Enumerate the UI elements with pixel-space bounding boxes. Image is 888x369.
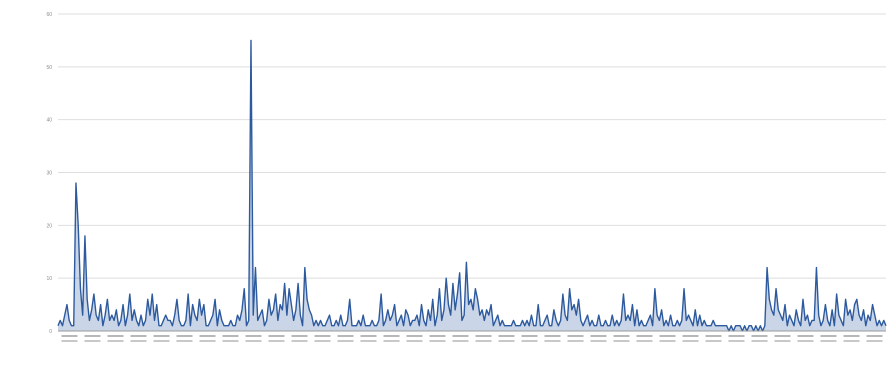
x-tick-mark: [245, 335, 262, 337]
x-tick-mark: [544, 335, 561, 337]
x-tick-mark: [314, 340, 331, 342]
x-tick-mark: [728, 335, 745, 337]
x-tick-mark: [268, 335, 285, 337]
x-tick-mark: [153, 335, 170, 337]
x-tick-mark: [176, 335, 193, 337]
x-tick-mark: [84, 335, 101, 337]
x-tick-mark: [820, 340, 837, 342]
x-tick-mark: [866, 335, 883, 337]
x-tick-mark: [728, 340, 745, 342]
x-tick-mark: [613, 335, 630, 337]
x-tick-layer: [61, 335, 883, 342]
x-tick-mark: [843, 335, 860, 337]
x-tick-mark: [61, 340, 78, 342]
x-tick-mark: [636, 335, 653, 337]
y-tick-label: 30: [46, 171, 52, 177]
series-layer: [57, 39, 887, 332]
x-tick-mark: [682, 340, 699, 342]
x-tick-mark: [567, 335, 584, 337]
x-tick-mark: [774, 340, 791, 342]
x-tick-mark: [774, 335, 791, 337]
x-tick-mark: [245, 340, 262, 342]
y-tick-label: 40: [46, 118, 52, 124]
x-tick-mark: [452, 335, 469, 337]
x-tick-mark: [130, 340, 147, 342]
x-tick-mark: [337, 335, 354, 337]
x-tick-mark: [176, 340, 193, 342]
x-tick-mark: [682, 335, 699, 337]
y-tick-label: 10: [46, 276, 52, 282]
x-tick-mark: [268, 340, 285, 342]
y-tick-label: 0: [49, 329, 52, 335]
x-tick-mark: [751, 340, 768, 342]
x-tick-mark: [130, 335, 147, 337]
x-tick-mark: [475, 335, 492, 337]
x-tick-mark: [797, 335, 814, 337]
x-tick-mark: [659, 335, 676, 337]
x-tick-mark: [843, 340, 860, 342]
x-tick-mark: [659, 340, 676, 342]
y-tick-label: 50: [46, 65, 52, 71]
x-tick-mark: [61, 335, 78, 337]
x-tick-mark: [153, 340, 170, 342]
x-tick-mark: [567, 340, 584, 342]
x-tick-mark: [199, 335, 216, 337]
y-tick-label: 20: [46, 223, 52, 229]
x-tick-mark: [107, 335, 124, 337]
x-tick-mark: [498, 335, 515, 337]
x-tick-mark: [314, 335, 331, 337]
x-tick-mark: [544, 340, 561, 342]
x-tick-mark: [337, 340, 354, 342]
x-tick-mark: [475, 340, 492, 342]
x-tick-mark: [222, 340, 239, 342]
x-tick-mark: [406, 335, 423, 337]
x-tick-mark: [291, 340, 308, 342]
x-tick-mark: [383, 335, 400, 337]
x-tick-mark: [797, 340, 814, 342]
x-tick-mark: [222, 335, 239, 337]
series-area-0: [58, 40, 886, 332]
x-tick-mark: [360, 335, 377, 337]
x-tick-mark: [406, 340, 423, 342]
y-tick-label: 60: [46, 12, 52, 18]
x-tick-mark: [360, 340, 377, 342]
x-tick-mark: [291, 335, 308, 337]
x-tick-mark: [521, 335, 538, 337]
x-tick-mark: [751, 335, 768, 337]
x-tick-mark: [613, 340, 630, 342]
x-tick-mark: [429, 340, 446, 342]
x-tick-mark: [452, 340, 469, 342]
series-line-0: [57, 39, 887, 332]
x-tick-mark: [866, 340, 883, 342]
x-tick-mark: [705, 335, 722, 337]
x-tick-mark: [590, 340, 607, 342]
x-tick-mark: [521, 340, 538, 342]
x-tick-mark: [820, 335, 837, 337]
x-tick-mark: [705, 340, 722, 342]
grid-layer: [58, 13, 886, 332]
x-tick-mark: [590, 335, 607, 337]
x-tick-mark: [199, 340, 216, 342]
x-tick-mark: [84, 340, 101, 342]
y-tick-layer: 0 10 20 30 40 50 60: [46, 12, 52, 335]
x-tick-mark: [383, 340, 400, 342]
x-tick-mark: [498, 340, 515, 342]
x-tick-mark: [429, 335, 446, 337]
x-tick-mark: [636, 340, 653, 342]
x-tick-mark: [107, 340, 124, 342]
